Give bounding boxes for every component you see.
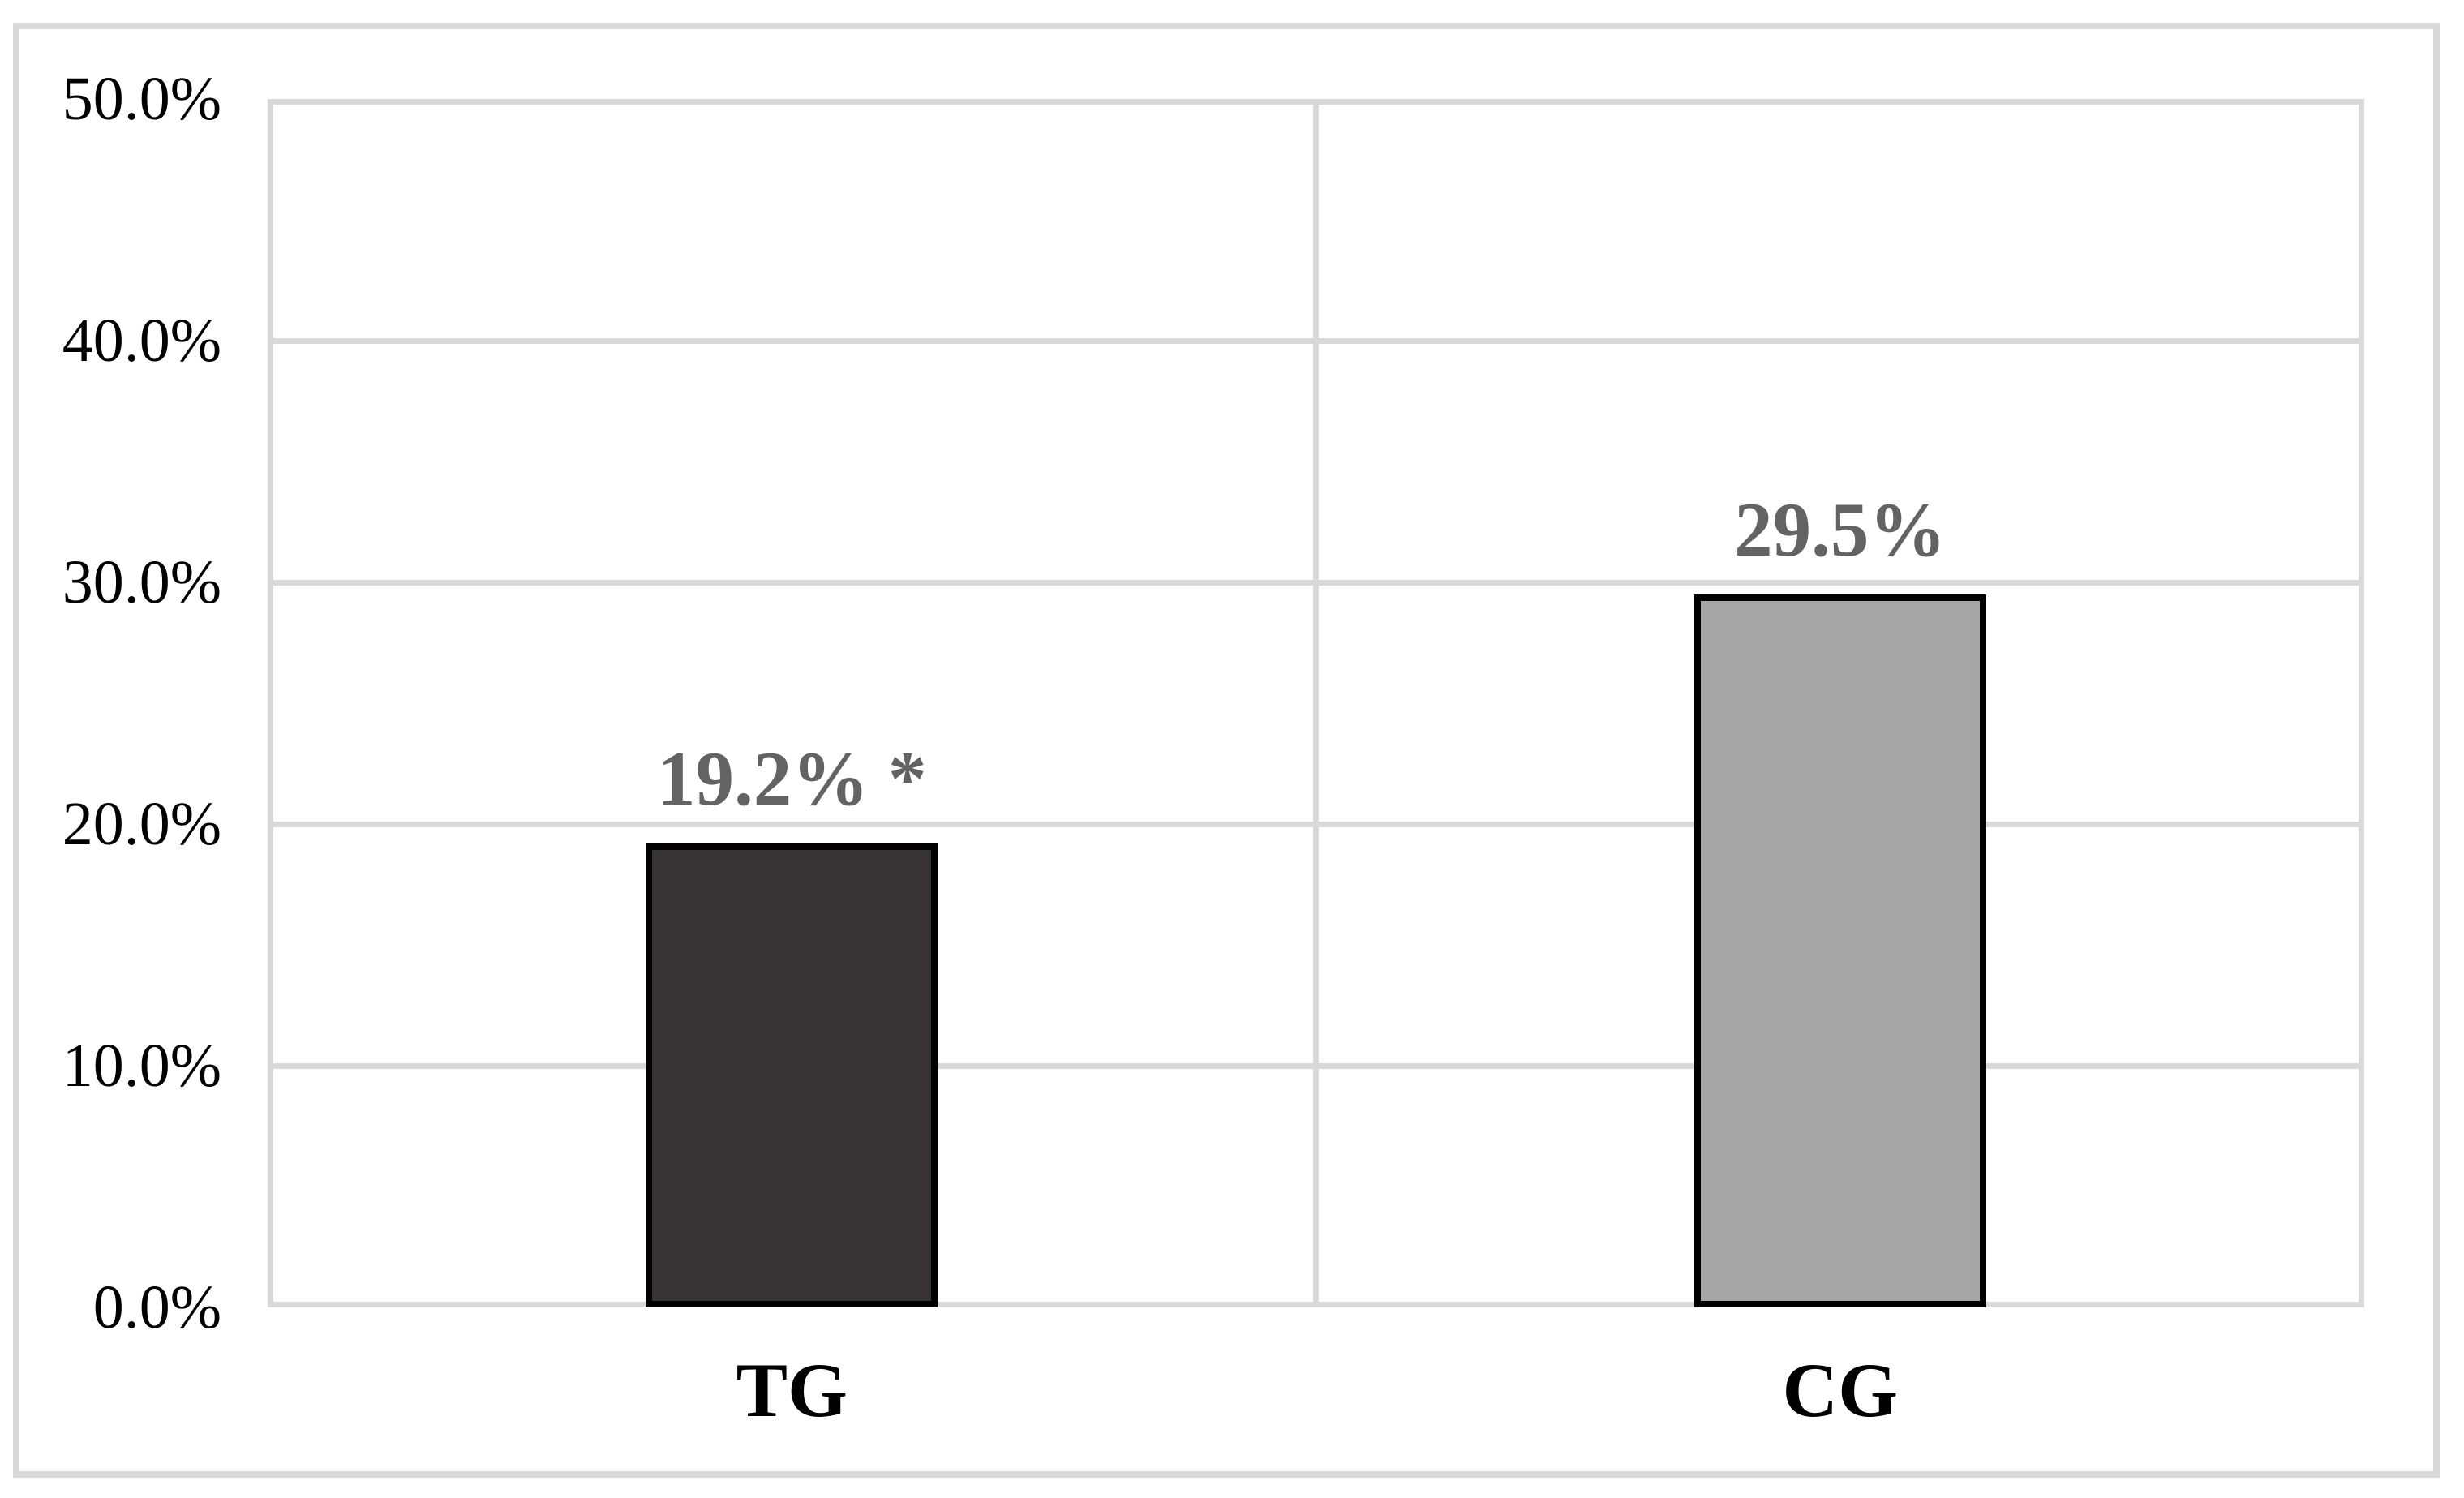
bar-value-label-cg: 29.5% <box>1734 486 1947 573</box>
y-axis-tick-label-30: 30.0% <box>62 548 221 616</box>
bar-value-label-tg: 19.2% * <box>657 735 927 822</box>
vertical-gridline <box>1313 105 1319 1302</box>
y-axis-tick-label-10: 10.0% <box>62 1032 221 1100</box>
figure-border <box>13 23 2440 1478</box>
plot-area <box>268 99 2364 1307</box>
y-axis-tick-label-0: 0.0% <box>92 1273 221 1341</box>
x-axis-category-label-cg: CG <box>1782 1347 1899 1433</box>
y-axis-tick-label-40: 40.0% <box>62 307 221 375</box>
bar-cg <box>1693 594 1986 1307</box>
y-axis-tick-label-20: 20.0% <box>62 790 221 858</box>
y-axis-tick-label-50: 50.0% <box>62 65 221 133</box>
bar-tg <box>646 843 938 1307</box>
x-axis-category-label-tg: TG <box>736 1347 848 1433</box>
